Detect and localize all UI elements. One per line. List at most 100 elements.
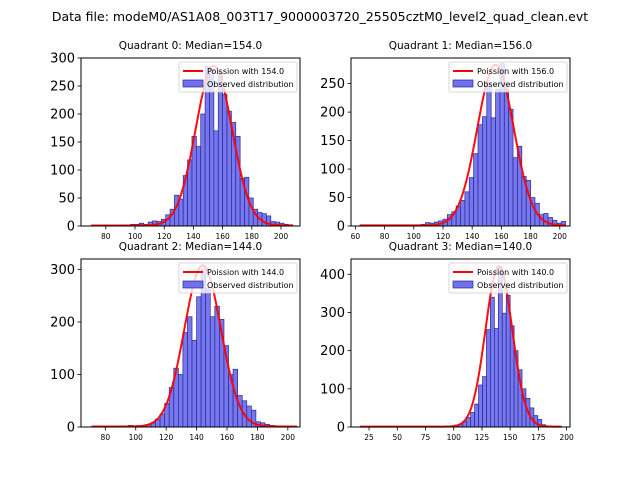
histogram-bar — [482, 376, 487, 428]
axes-frame — [350, 57, 571, 227]
histogram-bar — [226, 110, 232, 227]
legend-label-poisson: Poission with 154.0 — [207, 67, 284, 76]
histogram-bar — [205, 287, 211, 428]
y-tick-label: 100 — [50, 368, 75, 383]
y-tick-label: 100 — [320, 382, 345, 397]
y-tick-label: 250 — [320, 77, 345, 92]
histogram-bar — [464, 191, 470, 227]
x-tick-label: 100 — [128, 232, 143, 241]
y-tick-label: 300 — [320, 306, 345, 321]
histogram-bar — [490, 117, 496, 227]
subplot-title: Quadrant 0: Median=154.0 — [119, 40, 262, 52]
poisson-fit-line — [359, 63, 566, 227]
histogram-bar — [543, 213, 549, 227]
axes-frame — [350, 258, 571, 428]
y-tick-label: 0 — [67, 220, 75, 235]
legend-bar-swatch — [182, 79, 204, 88]
histogram-bar — [460, 200, 466, 227]
legend-label-observed: Observed distribution — [477, 281, 564, 290]
legend-bar-swatch — [452, 280, 474, 289]
x-tick-label: 160 — [215, 232, 230, 241]
histogram-bar — [246, 405, 252, 428]
x-tick-label: 180 — [245, 232, 260, 241]
legend-bar-swatch — [182, 280, 204, 289]
y-tick-label: 50 — [58, 192, 75, 207]
x-tick-label: 75 — [421, 433, 431, 442]
legend-box — [448, 262, 568, 294]
x-tick-label: 200 — [281, 433, 296, 442]
histogram-bar — [494, 328, 499, 428]
y-tick-label: 300 — [50, 52, 75, 67]
x-tick-label: 140 — [465, 232, 480, 241]
histogram-bar — [466, 417, 472, 428]
histogram-bar — [486, 83, 492, 227]
y-tick-label: 150 — [50, 136, 75, 151]
subplot-quadrant-2: Quadrant 2: Median=144.0 0 100 200 300 80 100 1… — [50, 241, 301, 442]
histogram-bar — [473, 153, 479, 227]
histogram-bar — [482, 116, 488, 227]
histogram-bar — [196, 296, 202, 428]
x-tick-label: 150 — [503, 433, 518, 442]
x-tick-label: 200 — [553, 232, 568, 241]
histogram-bar — [178, 198, 184, 227]
x-tick-label: 120 — [157, 232, 172, 241]
x-tick-label: 80 — [380, 232, 390, 241]
figure-suptitle: Data file: modeM0/AS1A08_003T17_90000037… — [51, 9, 589, 24]
histogram-bar — [503, 88, 510, 227]
axes-frame — [80, 258, 301, 428]
x-tick-label: 60 — [351, 232, 361, 241]
x-tick-label: 175 — [531, 433, 546, 442]
x-tick-label: 125 — [475, 433, 490, 442]
subplot-quadrant-1: Quadrant 1: Median=156.0 0 50 100 150 200 250 6… — [320, 40, 571, 241]
subplot-quadrant-3: Quadrant 3: Median=140.0 0 100 200 300 400 25 5… — [320, 241, 574, 442]
poisson-fit-line — [91, 64, 293, 227]
subplot-title: Quadrant 2: Median=144.0 — [119, 241, 262, 253]
y-tick-label: 200 — [320, 106, 345, 121]
legend-label-poisson: Poission with 144.0 — [207, 268, 284, 277]
x-tick-label: 80 — [101, 232, 111, 241]
histogram-bar — [261, 213, 267, 227]
x-tick-label: 180 — [523, 232, 538, 241]
legend-box — [178, 61, 298, 93]
y-tick-label: 100 — [320, 163, 345, 178]
x-tick-label: 120 — [159, 433, 174, 442]
histogram-bar — [217, 71, 223, 227]
x-tick-label: 200 — [274, 232, 289, 241]
x-tick-label: 120 — [436, 232, 451, 241]
x-tick-label: 160 — [494, 232, 509, 241]
legend-label-observed: Observed distribution — [477, 80, 564, 89]
y-tick-label: 300 — [50, 263, 75, 278]
histogram-bar — [213, 130, 219, 227]
x-tick-label: 100 — [129, 433, 144, 442]
legend-box — [448, 61, 568, 93]
histogram-bar — [200, 113, 206, 227]
x-tick-label: 50 — [393, 433, 403, 442]
histogram-bar — [222, 94, 228, 227]
y-tick-label: 0 — [337, 421, 345, 436]
y-tick-label: 0 — [337, 220, 345, 235]
histogram-bar — [478, 384, 483, 428]
x-tick-label: 140 — [186, 232, 201, 241]
histogram-bar — [187, 316, 193, 428]
histogram-bar — [182, 332, 188, 428]
y-tick-label: 200 — [50, 316, 75, 331]
histogram-bar — [209, 68, 215, 227]
y-tick-label: 150 — [320, 134, 345, 149]
legend-label-observed: Observed distribution — [207, 281, 294, 290]
x-tick-label: 200 — [559, 433, 574, 442]
histogram-bar — [191, 340, 197, 428]
histogram-bar — [470, 412, 475, 428]
legend-box — [178, 262, 298, 294]
histogram-bar — [508, 108, 514, 227]
legend-label-poisson: Poission with 140.0 — [477, 268, 554, 277]
histogram-bar — [209, 316, 216, 428]
x-tick-label: 160 — [220, 433, 235, 442]
histogram-bar — [477, 124, 483, 227]
y-tick-label: 100 — [50, 164, 75, 179]
y-tick-label: 200 — [320, 344, 345, 359]
x-tick-label: 180 — [250, 433, 265, 442]
histogram-bar — [486, 329, 491, 428]
x-tick-label: 100 — [407, 232, 422, 241]
x-tick-label: 100 — [447, 433, 462, 442]
